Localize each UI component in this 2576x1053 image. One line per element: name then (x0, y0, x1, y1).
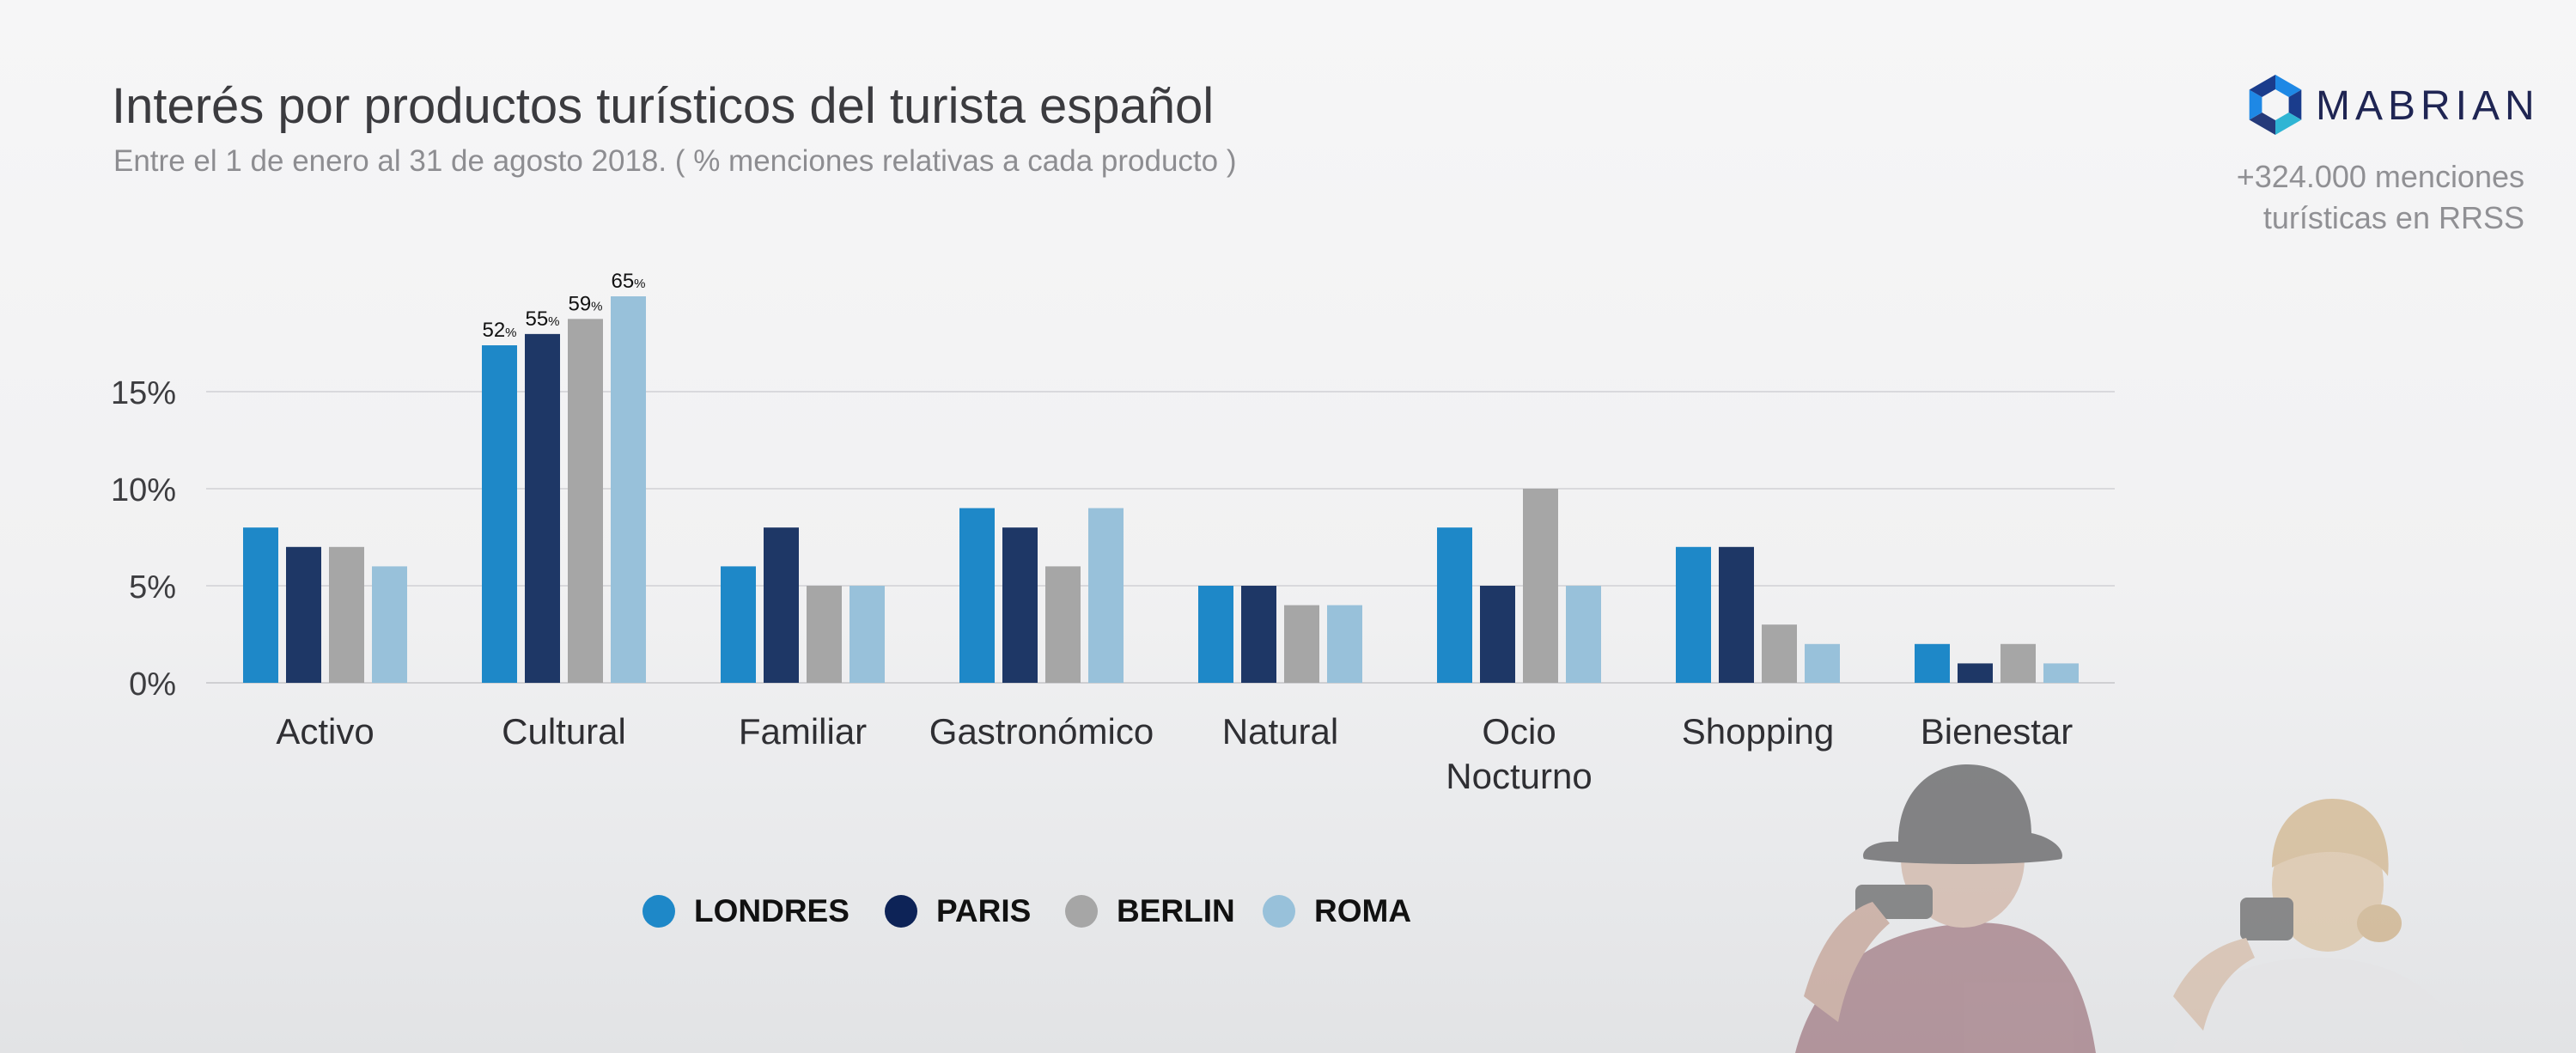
bar (243, 527, 278, 683)
logo-facet (2249, 113, 2275, 135)
y-tick-label: 15% (111, 375, 176, 411)
legend-dot-icon (1065, 895, 1098, 928)
legend-item: LONDRES (642, 893, 850, 929)
x-category-label: Natural (1222, 711, 1338, 752)
bar (611, 296, 646, 683)
data-label: 52% (482, 319, 516, 342)
logo-facet (2275, 75, 2302, 97)
data-labels: 52% 55% 59% 65% (482, 270, 645, 342)
x-category-label: Ocio Nocturno (1446, 711, 1592, 796)
mentions-line-2: turísticas en RRSS (2262, 200, 2524, 235)
bar (2043, 663, 2079, 683)
bar (525, 333, 560, 683)
x-category-label: Activo (276, 711, 374, 752)
x-category-label: Shopping (1682, 711, 1835, 752)
bar (1676, 546, 1711, 683)
chart-subtitle: Entre el 1 de enero al 31 de agosto 2018… (113, 144, 1237, 178)
legend-label: BERLIN (1117, 893, 1235, 928)
bar (329, 546, 364, 683)
logo-facet (2275, 113, 2302, 135)
bar (959, 508, 995, 683)
x-category-label: Gastronómico (929, 711, 1154, 752)
bar (807, 586, 842, 683)
legend-dot-icon (642, 895, 675, 928)
bar (850, 586, 885, 683)
legend-item: PARIS (885, 893, 1031, 929)
bar (372, 566, 407, 683)
logo-facet (2288, 89, 2302, 120)
bar (1002, 527, 1038, 683)
legend-dot-icon (1263, 895, 1295, 928)
logo-facet (2249, 89, 2262, 120)
legend-label: PARIS (936, 893, 1032, 928)
legend: LONDRES PARIS BERLIN ROMA (0, 893, 2576, 945)
data-label: 65% (611, 270, 645, 293)
x-axis-categories: Activo Cultural Familiar Gastronómico Natura… (276, 711, 2073, 796)
bar (721, 566, 756, 683)
mabrian-logo-icon (2249, 75, 2302, 135)
legend-dot-icon (885, 895, 917, 928)
y-tick-label: 0% (129, 666, 176, 703)
x-category-label: Familiar (739, 711, 867, 752)
data-label: 59% (568, 292, 602, 315)
chart-title: Interés por productos turísticos del tur… (112, 78, 1215, 134)
legend-item: BERLIN (1065, 893, 1235, 929)
logo-text: MABRIAN (2316, 83, 2540, 129)
bar (1437, 527, 1472, 683)
legend-label: LONDRES (694, 893, 850, 928)
bar (1915, 643, 1950, 683)
legend-item: ROMA (1263, 893, 1411, 929)
y-axis-ticks: 0% 5% 10% 15% (111, 375, 176, 703)
bar (1480, 586, 1515, 683)
bar (1805, 643, 1840, 683)
x-category-label: Cultural (502, 711, 626, 752)
bar (1523, 489, 1558, 683)
y-tick-label: 5% (129, 569, 176, 606)
logo-facet (2249, 75, 2275, 97)
bar (482, 345, 517, 683)
mentions-note: +324.000 menciones turísticas en RRSS (2078, 156, 2524, 239)
bar-chart: 0% 5% 10% 15% Activo Cultural Familiar Gastron… (111, 270, 2115, 796)
bar (1719, 546, 1754, 683)
bar (1762, 624, 1797, 683)
bar (1088, 508, 1124, 683)
bars (243, 296, 2079, 683)
bar (1241, 586, 1276, 683)
bar (2001, 643, 2036, 683)
bar (1566, 586, 1601, 683)
bar (1284, 605, 1319, 683)
photographers-photo-icon (1795, 764, 2465, 1053)
data-label: 55% (525, 307, 559, 331)
y-tick-label: 10% (111, 472, 176, 508)
x-category-label: Bienestar (1921, 711, 2073, 752)
bar (1198, 586, 1233, 683)
hexagon-logo-icon (2249, 75, 2302, 135)
bar (1327, 605, 1362, 683)
bar (286, 546, 321, 683)
bar (568, 319, 603, 683)
legend-label: ROMA (1314, 893, 1412, 928)
bar (1045, 566, 1081, 683)
bar (1958, 663, 1993, 683)
mentions-line-1: +324.000 menciones (2236, 159, 2524, 194)
bar (764, 527, 799, 683)
